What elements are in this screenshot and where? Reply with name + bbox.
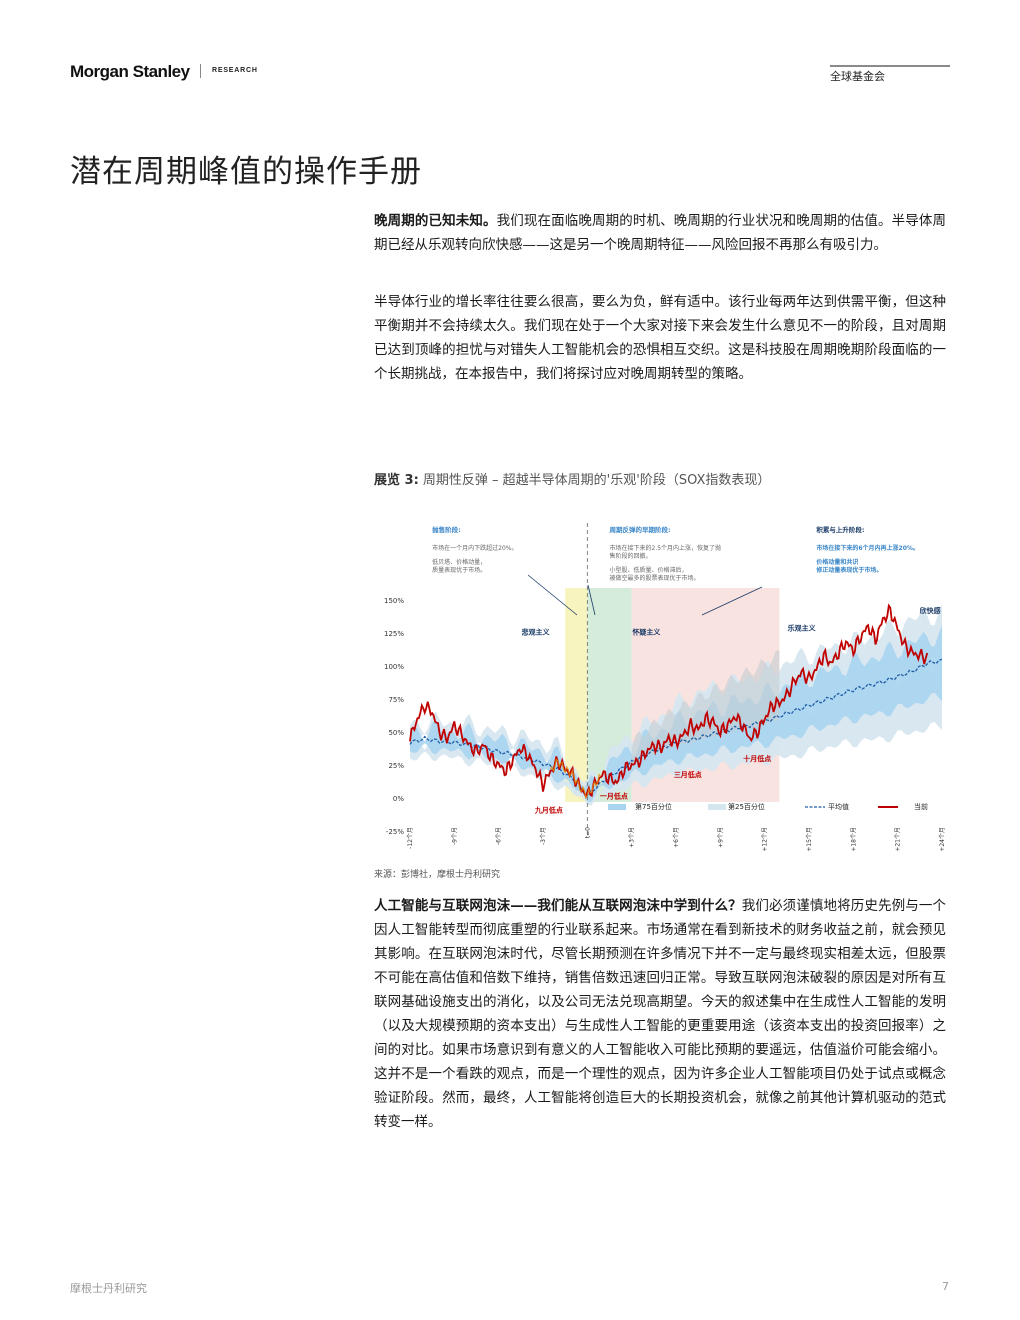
header-rule bbox=[830, 65, 950, 67]
annotation-title: 抛售阶段: bbox=[432, 525, 461, 534]
annotation-line: 修正动量表现优于市场。 bbox=[815, 566, 882, 574]
annotation-arrow bbox=[587, 584, 596, 616]
y-tick-label: 75% bbox=[388, 696, 404, 704]
paragraph-late-cycle: 晚周期的已知未知。我们现在面临晚周期的时机、晚周期的行业状况和晚周期的估值。半导… bbox=[374, 209, 946, 257]
x-tick-label: -3个月 bbox=[540, 827, 547, 845]
phase-label: 怀疑主义 bbox=[631, 627, 661, 636]
x-tick-label: -12个月 bbox=[407, 827, 414, 849]
paragraph-body: 我们必须谨慎地将历史先例与一个因人工智能转型而彻底重塑的行业联系起来。市场通常在… bbox=[374, 898, 946, 1130]
annotation-title: 积累与上升阶段: bbox=[816, 525, 864, 534]
source-note: 来源：彭博社，摩根士丹利研究 bbox=[374, 870, 501, 880]
x-tick-label: +9个月 bbox=[717, 827, 724, 848]
exhibit-title: 周期性反弹 – 超越半导体周期的'乐观'阶段（SOX指数表现） bbox=[422, 473, 771, 488]
paragraph-ai-bubble: 人工智能与互联网泡沫——我们能从互联网泡沫中学到什么？我们必须谨慎地将历史先例与… bbox=[374, 894, 946, 1134]
annotation-arrow bbox=[527, 574, 578, 616]
x-tick-label: +24个月 bbox=[939, 827, 946, 852]
x-tick-label: +21个月 bbox=[895, 827, 902, 852]
phase-label: 乐观主义 bbox=[788, 623, 817, 632]
y-tick-label: -25% bbox=[386, 828, 404, 836]
point-label: 一月低点 bbox=[600, 792, 628, 801]
legend-label: 第25百分位 bbox=[728, 802, 765, 811]
footer-publisher: 摩根士丹利研究 bbox=[70, 1282, 147, 1295]
series-current-line bbox=[409, 603, 929, 799]
y-tick-label: 100% bbox=[384, 663, 404, 671]
annotation-block: 抛售阶段: 市场在一个月内下跌超过20%。低贝塔、价格动量，质量表现优于市场。 bbox=[432, 525, 517, 574]
morgan-stanley-logo: Morgan Stanley bbox=[70, 62, 190, 81]
legend-label: 当前 bbox=[914, 802, 928, 811]
exhibit-caption: 展览 3: 周期性反弹 – 超越半导体周期的'乐观'阶段（SOX指数表现） bbox=[374, 469, 770, 488]
annotation-line: 质量表现优于市场。 bbox=[432, 566, 486, 574]
chart-svg: -25% 0% 25% 50% 75% 100% 125% 150% 悲观主义 怀疑主义 乐观主义 欣… bbox=[384, 523, 946, 852]
annotation-line: 小型股、低质量、价格滞后， bbox=[610, 566, 688, 574]
page-number: 7 bbox=[942, 1280, 949, 1293]
legend-swatch bbox=[608, 804, 626, 810]
paragraph-lead: 晚周期的已知未知。 bbox=[374, 213, 497, 229]
x-tick-label: +15个月 bbox=[806, 827, 813, 852]
annotation-arrow bbox=[701, 586, 763, 616]
exhibit-label: 展览 3: bbox=[374, 473, 419, 488]
research-label: RESEARCH bbox=[212, 67, 258, 74]
band-25th-lower bbox=[410, 651, 942, 806]
annotation-block: 周期反弹的早期阶段: 市场在接下来的2.5个月内上涨，恢复了抛售阶段的回撤。小型股… bbox=[610, 525, 722, 582]
annotation-line: 被做空最多的股票表现优于市场。 bbox=[610, 574, 700, 582]
y-tick-label: 125% bbox=[384, 630, 404, 638]
x-tick-label: -6个月 bbox=[496, 827, 503, 845]
x-tick-label: +12个月 bbox=[762, 827, 769, 852]
point-label: 十月低点 bbox=[743, 754, 771, 763]
annotation-title: 周期反弹的早期阶段: bbox=[610, 525, 671, 534]
annotation-line: 市场在接下来的2.5个月内上涨，恢复了抛 bbox=[610, 544, 722, 552]
legend-label: 第75百分位 bbox=[635, 802, 672, 811]
annotation-block: 积累与上升阶段: 市场在接下来的6个月内再上涨20%。价格动量和共识修正动量表现优… bbox=[815, 525, 919, 574]
x-tick-label: +18个月 bbox=[850, 827, 857, 852]
page-title: 潜在周期峰值的操作手册 bbox=[70, 154, 422, 190]
y-tick-label: 25% bbox=[388, 762, 404, 770]
annotation-line: 价格动量和共识 bbox=[816, 558, 858, 566]
legend-swatch bbox=[708, 804, 726, 810]
y-tick-label: 50% bbox=[388, 729, 404, 737]
annotation-line: 售阶段的回撤。 bbox=[610, 552, 652, 560]
phase-label: 悲观主义 bbox=[522, 627, 551, 636]
paragraph-lead: 人工智能与互联网泡沫——我们能从互联网泡沫中学到什么？ bbox=[374, 898, 742, 914]
point-label: 九月低点 bbox=[534, 806, 563, 815]
section-label: 全球基金会 bbox=[830, 70, 885, 83]
legend-label: 平均值 bbox=[828, 802, 849, 811]
low-highlight-line bbox=[549, 758, 601, 800]
x-tick-label: +3个月 bbox=[629, 827, 636, 848]
paragraph-semiconductor-growth: 半导体行业的增长率往往要么很高，要么为负，鲜有适中。该行业每两年达到供需平衡，但… bbox=[374, 294, 946, 382]
x-tick-label: -9个月 bbox=[451, 827, 458, 845]
phase-zone bbox=[565, 588, 588, 802]
y-tick-label: 0% bbox=[393, 795, 404, 803]
band-25th-upper bbox=[410, 603, 942, 798]
y-tick-label: 150% bbox=[384, 597, 404, 605]
annotation-line: 市场在一个月内下跌超过20%。 bbox=[432, 544, 517, 552]
band-75th bbox=[410, 625, 942, 802]
annotation-line: 低贝塔、价格动量， bbox=[432, 558, 486, 566]
series-average-line bbox=[409, 658, 943, 797]
point-label: 三月低点 bbox=[674, 770, 702, 779]
phase-label: 欣快感 bbox=[920, 606, 941, 615]
logo-divider bbox=[200, 64, 201, 78]
annotation-line: 市场在接下来的6个月内再上涨20%。 bbox=[816, 544, 919, 552]
x-tick-label: t=0 bbox=[584, 827, 591, 838]
sox-cycle-chart: -25% 0% 25% 50% 75% 100% 125% 150% 悲观主义 怀疑主义 乐观主义 欣… bbox=[380, 515, 950, 865]
paragraph-body: 我们现在面临晚周期的时机、晚周期的行业状况和晚周期的估值。半导体周期已经从乐观转… bbox=[374, 213, 947, 253]
x-tick-label: +6个月 bbox=[673, 827, 680, 848]
